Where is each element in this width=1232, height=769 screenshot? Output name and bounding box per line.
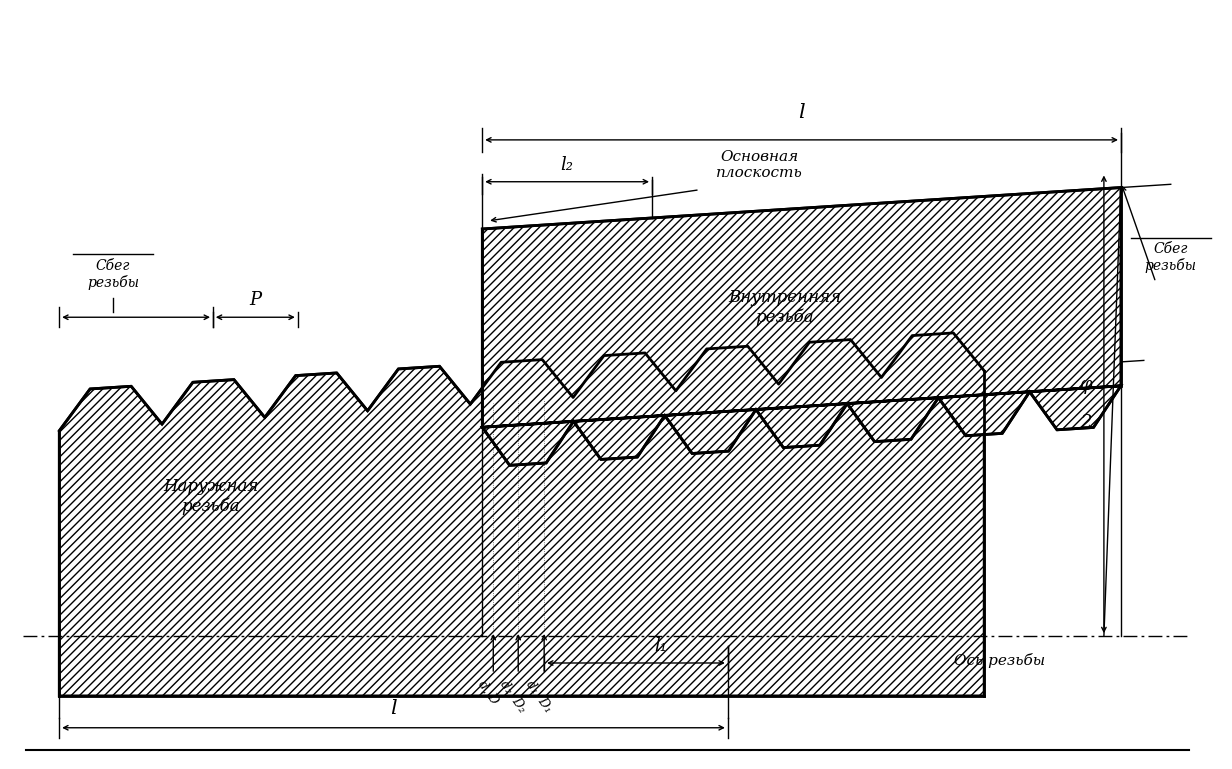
Text: 2: 2 (1080, 414, 1092, 432)
Text: Наружная
резьба: Наружная резьба (163, 478, 259, 515)
Text: φ: φ (1079, 376, 1093, 394)
Text: l₁: l₁ (654, 637, 668, 655)
Text: P: P (249, 291, 261, 309)
Text: l₂: l₂ (561, 156, 574, 174)
Text: l: l (391, 699, 397, 717)
Text: l: l (798, 103, 804, 122)
Polygon shape (59, 333, 984, 696)
Text: Сбег
резьбы: Сбег резьбы (87, 258, 139, 290)
Text: Сбег
резьбы: Сбег резьбы (1145, 241, 1196, 273)
Text: d, D: d, D (476, 678, 501, 707)
Text: d₂, D₂: d₂, D₂ (498, 678, 529, 715)
Text: d₁, D₁: d₁, D₁ (524, 678, 554, 715)
Text: Основная
плоскость: Основная плоскость (716, 150, 803, 180)
Text: Внутренняя
резьба: Внутренняя резьба (728, 288, 841, 326)
Text: Ось резьбы: Ось резьбы (955, 653, 1046, 667)
Polygon shape (482, 188, 1121, 465)
